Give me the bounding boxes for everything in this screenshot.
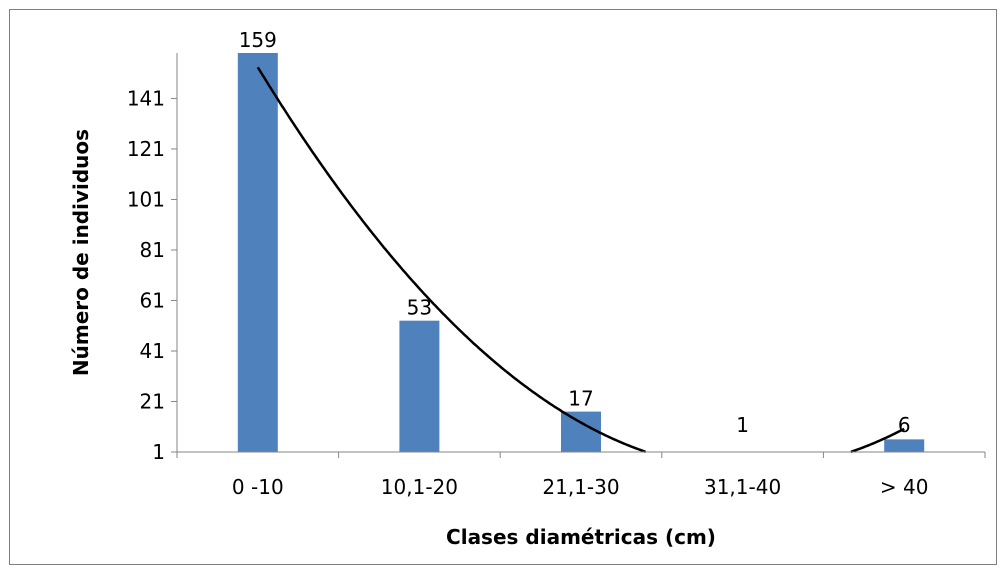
x-tick-label: 21,1-30 <box>542 475 619 499</box>
x-tick-label: 10,1-20 <box>381 475 458 499</box>
y-tick-label: 61 <box>140 288 165 312</box>
x-tick-label: 0 -10 <box>232 475 284 499</box>
trendline-segment <box>256 66 646 453</box>
bar <box>399 320 440 452</box>
y-axis-title: Número de individuos <box>69 129 93 376</box>
y-tick-label: 41 <box>140 339 165 363</box>
bar <box>561 411 601 452</box>
x-tick-label: > 40 <box>880 475 929 499</box>
trendline-layer <box>256 66 905 454</box>
data-labels-layer: 159 53 17 1 6 <box>239 28 911 437</box>
y-tick-label: 121 <box>127 137 165 161</box>
chart-frame: 1 21 41 61 81 101 121 141 0 -10 10,1-20 21,1-30 31… <box>9 9 997 565</box>
bar <box>884 439 925 452</box>
bar <box>237 53 278 452</box>
y-tick-label: 21 <box>140 389 165 413</box>
x-axis-title: Clases diamétricas (cm) <box>446 525 716 549</box>
y-tick-label: 1 <box>152 440 165 464</box>
y-tick-label: 101 <box>127 187 165 211</box>
x-tick-label: 31,1-40 <box>704 475 781 499</box>
y-tick-label: 141 <box>127 86 165 110</box>
x-axis-ticks: 0 -10 10,1-20 21,1-30 31,1-40 > 40 <box>176 452 986 499</box>
bars-layer <box>237 53 925 452</box>
data-label: 159 <box>239 28 277 52</box>
trendline-segment <box>850 427 905 454</box>
data-label: 17 <box>568 387 593 411</box>
data-label: 53 <box>407 296 432 320</box>
data-label: 1 <box>736 413 749 437</box>
data-label: 6 <box>898 413 911 437</box>
y-tick-label: 81 <box>140 238 165 262</box>
